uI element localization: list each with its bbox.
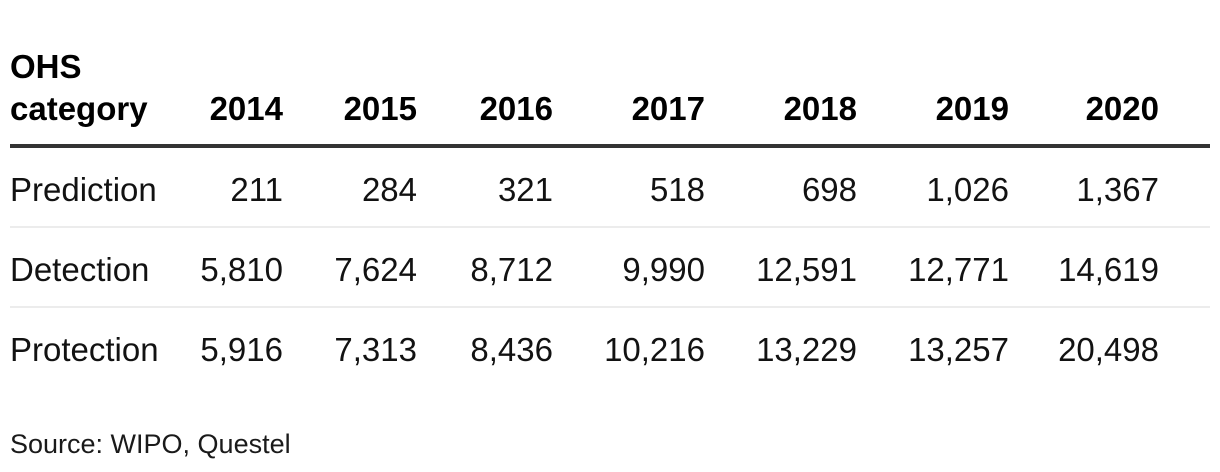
cell-protection-2016: 8,436 — [470, 331, 553, 368]
header-year-2016: 2016 — [417, 0, 553, 148]
table-header-row: OHS category 2014 2015 2016 2017 2018 2019 2020 — [10, 0, 1210, 148]
cell-prediction-2014: 211 — [160, 146, 283, 228]
cell-detection-2014: 5,810 — [160, 227, 283, 308]
cell-detection-2018: 12,591 — [705, 227, 857, 308]
table-row-protection: Protection 5,916 7,313 8,436 10,216 13,229 13,… — [10, 307, 1210, 386]
cell-protection-2015: 7,313 — [334, 331, 417, 368]
header-ohs-category: OHS category — [10, 0, 160, 148]
header-year-2020: 2020 — [1009, 0, 1210, 148]
cell-protection-2019: 13,257 — [908, 331, 1009, 368]
header-year-2019: 2019 — [857, 0, 1009, 148]
cell-detection-2019: 12,771 — [857, 227, 1009, 308]
row-label-prediction: Prediction — [10, 146, 160, 228]
row-label-protection: Protection — [10, 331, 159, 368]
ohs-patent-table: OHS category 2014 2015 2016 2017 2018 2019 2020… — [10, 0, 1210, 386]
row-label-detection: Detection — [10, 227, 160, 308]
table-header: OHS category 2014 2015 2016 2017 2018 2019 2020 — [10, 0, 1210, 148]
cell-prediction-2016: 321 — [417, 146, 553, 228]
cell-prediction-2020: 1,367 — [1009, 146, 1210, 228]
cell-protection-2018: 13,229 — [756, 331, 857, 368]
source-note: Source: WIPO, Questel — [10, 429, 291, 459]
header-year-2017: 2017 — [553, 0, 705, 148]
header-year-2014: 2014 — [160, 0, 283, 148]
cell-prediction-2017: 518 — [553, 146, 705, 228]
cell-detection-2017: 9,990 — [553, 227, 705, 308]
table-body: Prediction 211 284 321 518 698 1,026 1,367 Detec… — [10, 146, 1210, 386]
cell-detection-2015: 7,624 — [283, 227, 417, 308]
header-year-2015: 2015 — [283, 0, 417, 148]
cell-detection-2016: 8,712 — [417, 227, 553, 308]
cell-protection-2014: 5,916 — [200, 331, 283, 368]
cell-prediction-2015: 284 — [283, 146, 417, 228]
header-year-2018: 2018 — [705, 0, 857, 148]
cell-protection-2020: 20,498 — [1058, 331, 1159, 368]
cell-protection-2017: 10,216 — [604, 331, 705, 368]
table-row-prediction: Prediction 211 284 321 518 698 1,026 1,367 — [10, 146, 1210, 228]
table-figure: OHS category 2014 2015 2016 2017 2018 2019 2020… — [10, 0, 1210, 459]
cell-detection-2020: 14,619 — [1009, 227, 1210, 308]
cell-prediction-2019: 1,026 — [857, 146, 1009, 228]
cell-prediction-2018: 698 — [705, 146, 857, 228]
table-row-detection: Detection 5,810 7,624 8,712 9,990 12,591 12,77… — [10, 227, 1210, 308]
